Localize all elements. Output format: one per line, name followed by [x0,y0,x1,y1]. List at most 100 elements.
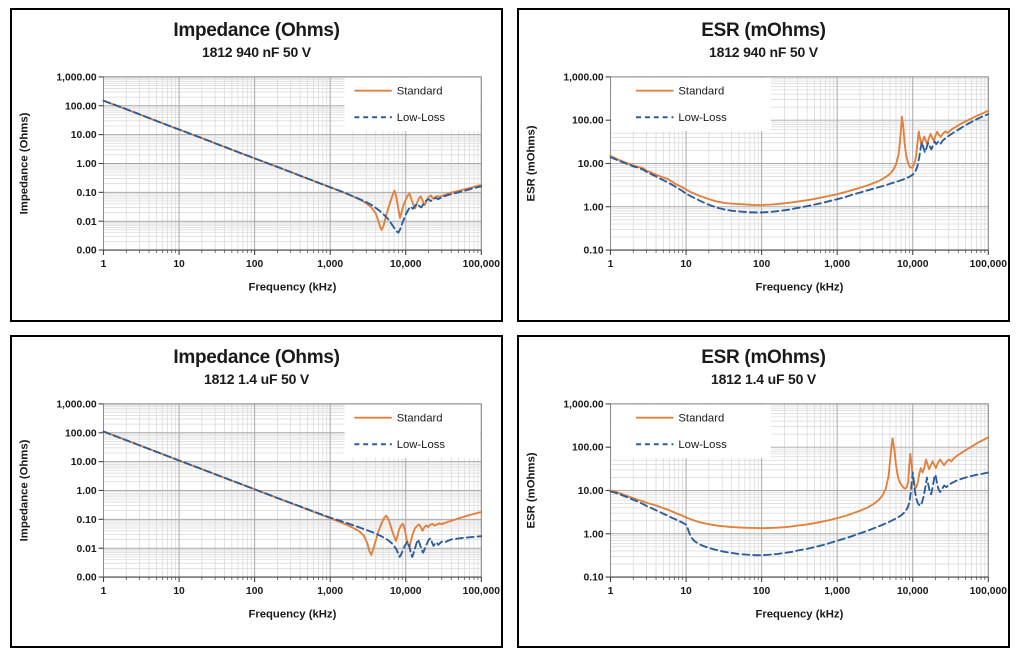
svg-text:0.00: 0.00 [77,572,97,583]
svg-text:100.00: 100.00 [572,442,604,453]
svg-text:1: 1 [101,585,107,596]
x-tick-labels: 1 10 100 1,000 10,000 100,000 [101,259,501,270]
legend: Standard Low-Loss [344,404,481,458]
y-tick-labels: 1,000.00 100.00 10.00 1.00 0.10 [563,72,603,256]
x-axis-title: Frequency (kHz) [248,608,336,620]
x-axis-title: Frequency (kHz) [755,281,843,293]
axis-ticks [98,76,482,255]
svg-text:100: 100 [246,585,263,596]
axis-ticks [605,402,989,582]
svg-text:100,000: 100,000 [970,585,1008,596]
svg-text:1,000.00: 1,000.00 [563,399,603,410]
axis-ticks [605,76,989,255]
chart-panel-impedance-940nf: Impedance (Ohms) 1812 940 nF 50 V 1 10 100… [10,8,503,322]
chart-title: ESR (mOhms) [701,346,826,368]
svg-text:100.00: 100.00 [65,101,97,112]
y-axis-title: Impedance (Ohms) [19,439,31,541]
axis-ticks [98,402,482,582]
svg-text:1: 1 [608,259,614,270]
svg-text:1,000: 1,000 [824,585,850,596]
y-tick-labels: 1,000.00 100.00 10.00 1.00 0.10 0.01 0.00 [56,399,96,583]
chart-panel-esr-940nf: ESR (mOhms) 1812 940 nF 50 V 1 10 100 1,000… [517,8,1010,322]
svg-text:10,000: 10,000 [897,259,929,270]
svg-text:10: 10 [680,585,692,596]
x-tick-labels: 1 10 100 1,000 10,000 100,000 [608,585,1008,596]
svg-text:100: 100 [753,259,770,270]
legend-label: Standard [678,412,724,424]
svg-text:0.10: 0.10 [584,246,604,257]
svg-text:100.00: 100.00 [572,116,604,127]
legend-label: Low-Loss [678,439,727,451]
svg-text:0.10: 0.10 [77,188,97,199]
y-axis-title: Impedance (Ohms) [19,112,31,214]
y-axis-title: ESR (mOhms) [526,125,538,201]
svg-text:1: 1 [101,259,107,270]
svg-text:10.00: 10.00 [578,159,604,170]
svg-text:0.10: 0.10 [77,514,97,525]
x-tick-labels: 1 10 100 1,000 10,000 100,000 [101,585,501,596]
svg-text:100,000: 100,000 [970,259,1008,270]
svg-text:1.00: 1.00 [77,486,97,497]
svg-text:10.00: 10.00 [71,130,97,141]
svg-text:1.00: 1.00 [584,529,604,540]
svg-text:100: 100 [246,259,263,270]
series-low-loss [102,430,483,558]
svg-text:1,000: 1,000 [317,259,343,270]
x-axis-title: Frequency (kHz) [755,608,843,620]
svg-text:1,000.00: 1,000.00 [56,399,96,410]
svg-text:10: 10 [173,259,185,270]
chart-title: ESR (mOhms) [701,20,826,41]
chart-subtitle: 1812 1.4 uF 50 V [711,370,816,387]
y-tick-labels: 1,000.00 100.00 10.00 1.00 0.10 0.01 0.00 [56,72,96,256]
svg-text:100: 100 [753,585,770,596]
svg-text:1,000: 1,000 [824,259,850,270]
x-axis-title: Frequency (kHz) [248,281,336,293]
svg-text:10,000: 10,000 [390,259,422,270]
svg-text:10: 10 [680,259,692,270]
svg-text:10.00: 10.00 [578,486,604,497]
legend: Standard Low-Loss [344,77,481,132]
chart-panel-impedance-1-4uf: Impedance (Ohms) 1812 1.4 uF 50 V 1 10 100… [10,334,503,648]
legend-label: Standard [397,86,443,98]
svg-text:0.01: 0.01 [77,543,97,554]
legend-label: Standard [678,86,724,98]
impedance-940nf-plot: 1 10 100 1,000 10,000 100,000 1,000.00 100.00 10… [19,72,501,293]
series-low-loss [102,99,483,234]
y-tick-labels: 1,000.00 100.00 10.00 1.00 0.10 [563,399,603,583]
svg-text:100,000: 100,000 [463,585,501,596]
svg-text:0.01: 0.01 [77,217,97,228]
impedance-1-4uf-plot: 1 10 100 1,000 10,000 100,000 1,000.00 100.00 10… [19,399,501,620]
esr-1-4uf-plot: 1 10 100 1,000 10,000 100,000 1,000.00 100.00 10… [526,399,1008,620]
svg-text:1,000.00: 1,000.00 [563,72,603,83]
svg-text:1.00: 1.00 [77,159,97,170]
chart-subtitle: 1812 940 nF 50 V [202,44,311,60]
legend: Standard Low-Loss [611,77,771,132]
series-standard [102,430,483,556]
series-standard [609,435,990,529]
svg-text:1: 1 [608,585,614,596]
series-standard [609,109,990,206]
chart-title: Impedance (Ohms) [173,20,340,41]
legend-label: Low-Loss [678,112,727,124]
legend: Standard Low-Loss [611,404,771,458]
legend-label: Low-Loss [397,439,446,451]
chart-subtitle: 1812 940 nF 50 V [709,44,818,60]
svg-text:1,000.00: 1,000.00 [56,72,96,83]
svg-text:10: 10 [173,585,185,596]
svg-text:10.00: 10.00 [71,457,97,468]
svg-text:100,000: 100,000 [463,259,501,270]
legend-label: Low-Loss [397,112,446,124]
series-low-loss [609,113,990,214]
chart-subtitle: 1812 1.4 uF 50 V [204,370,309,387]
svg-text:0.10: 0.10 [584,572,604,583]
chart-panel-esr-1-4uf: ESR (mOhms) 1812 1.4 uF 50 V 1 10 100 1,000… [517,334,1010,648]
chart-title: Impedance (Ohms) [173,346,340,368]
svg-text:10,000: 10,000 [390,585,422,596]
x-tick-labels: 1 10 100 1,000 10,000 100,000 [608,259,1008,270]
svg-text:0.00: 0.00 [77,246,97,257]
svg-text:10,000: 10,000 [897,585,929,596]
legend-label: Standard [397,412,443,424]
y-axis-title: ESR (mOhms) [526,452,538,528]
esr-940nf-plot: 1 10 100 1,000 10,000 100,000 1,000.00 100.00 10… [526,72,1008,293]
